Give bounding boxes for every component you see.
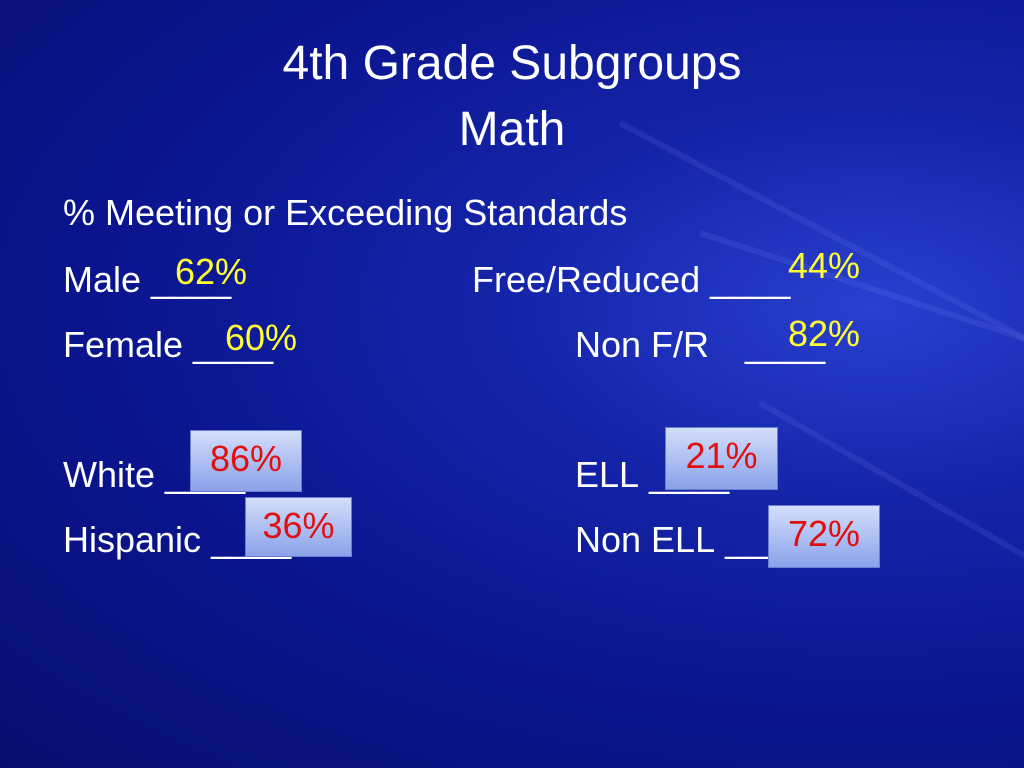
title-line: 4th Grade Subgroups (282, 37, 742, 90)
label: Female (63, 324, 184, 365)
blank: ____ (193, 324, 274, 365)
value-box: 36% (245, 497, 352, 557)
label: Non ELL (575, 519, 716, 560)
value: 62% (175, 251, 248, 292)
value-box: 86% (190, 430, 302, 492)
title-line: Math (458, 103, 566, 156)
heading: % Meeting or Exceeding Standards (63, 192, 628, 233)
value-box: 72% (768, 505, 880, 568)
row: Male ____ (63, 260, 231, 300)
row: Female ____ (63, 325, 273, 365)
row: Non F/R ____ (575, 325, 825, 365)
blank: ____ (151, 259, 232, 300)
label: White (63, 454, 156, 495)
value-box: 21% (665, 427, 778, 490)
row: Free/Reduced ____ (472, 260, 790, 300)
value: 82% (788, 313, 861, 354)
label: Male (63, 259, 142, 300)
label: Hispanic (63, 519, 202, 560)
label: ELL (575, 454, 640, 495)
value: 60% (225, 317, 298, 358)
blank: ____ (745, 324, 826, 365)
label: Free/Reduced (472, 259, 701, 300)
blank: ____ (710, 259, 791, 300)
value: 44% (788, 245, 861, 286)
label: Non F/R (575, 324, 710, 365)
